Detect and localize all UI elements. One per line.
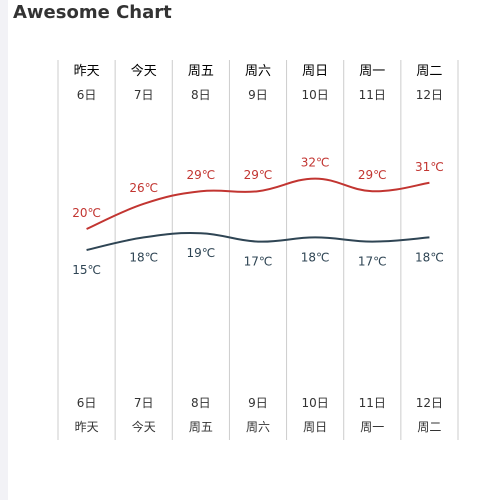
top-date-label: 10日 <box>302 88 329 102</box>
bottom-date-label: 11日 <box>359 396 386 410</box>
low-temp-label: 17℃ <box>358 255 387 269</box>
bottom-date-label: 10日 <box>302 396 329 410</box>
bottom-day-label: 周二 <box>417 420 441 434</box>
bottom-date-label: 9日 <box>248 396 268 410</box>
top-date-label: 8日 <box>191 88 211 102</box>
high-temp-label: 29℃ <box>186 168 215 182</box>
low-temp-label: 19℃ <box>186 246 215 260</box>
top-date-label: 9日 <box>248 88 268 102</box>
high-temp-label: 29℃ <box>358 168 387 182</box>
high-temp-label: 20℃ <box>72 206 101 220</box>
top-day-label: 今天 <box>131 63 157 79</box>
bottom-day-label: 周日 <box>303 420 327 434</box>
top-day-label: 周五 <box>188 64 214 79</box>
top-date-label: 11日 <box>359 88 386 102</box>
chart-title: Awesome Chart <box>13 2 172 23</box>
low-temp-label: 18℃ <box>129 250 158 264</box>
top-day-label: 周六 <box>245 64 271 79</box>
bottom-day-label: 今天 <box>132 419 156 434</box>
high-temp-label: 26℃ <box>129 181 158 195</box>
top-day-label: 周一 <box>359 64 385 79</box>
bottom-day-label: 周六 <box>246 420 270 434</box>
bottom-day-label: 周一 <box>360 420 384 434</box>
bottom-date-label: 7日 <box>134 396 154 410</box>
high-temp-label: 31℃ <box>415 160 444 174</box>
high-temp-line <box>86 177 430 230</box>
left-edge-strip <box>0 0 8 500</box>
bottom-day-label: 周五 <box>189 420 213 434</box>
low-temp-line <box>86 232 430 251</box>
low-temp-label: 18℃ <box>415 250 444 264</box>
low-temp-label: 15℃ <box>72 263 101 277</box>
bottom-date-label: 6日 <box>77 396 97 410</box>
low-temp-label: 18℃ <box>301 250 330 264</box>
top-date-label: 6日 <box>77 88 97 102</box>
top-date-label: 12日 <box>416 88 443 102</box>
top-day-label: 周二 <box>416 64 442 79</box>
top-day-label: 昨天 <box>74 64 100 79</box>
low-temp-label: 17℃ <box>244 255 273 269</box>
bottom-date-label: 12日 <box>416 396 443 410</box>
top-date-label: 7日 <box>134 88 154 102</box>
high-temp-label: 32℃ <box>301 156 330 170</box>
bottom-date-label: 8日 <box>191 396 211 410</box>
high-temp-label: 29℃ <box>244 168 273 182</box>
top-day-label: 周日 <box>302 64 328 79</box>
bottom-day-label: 昨天 <box>75 420 99 434</box>
